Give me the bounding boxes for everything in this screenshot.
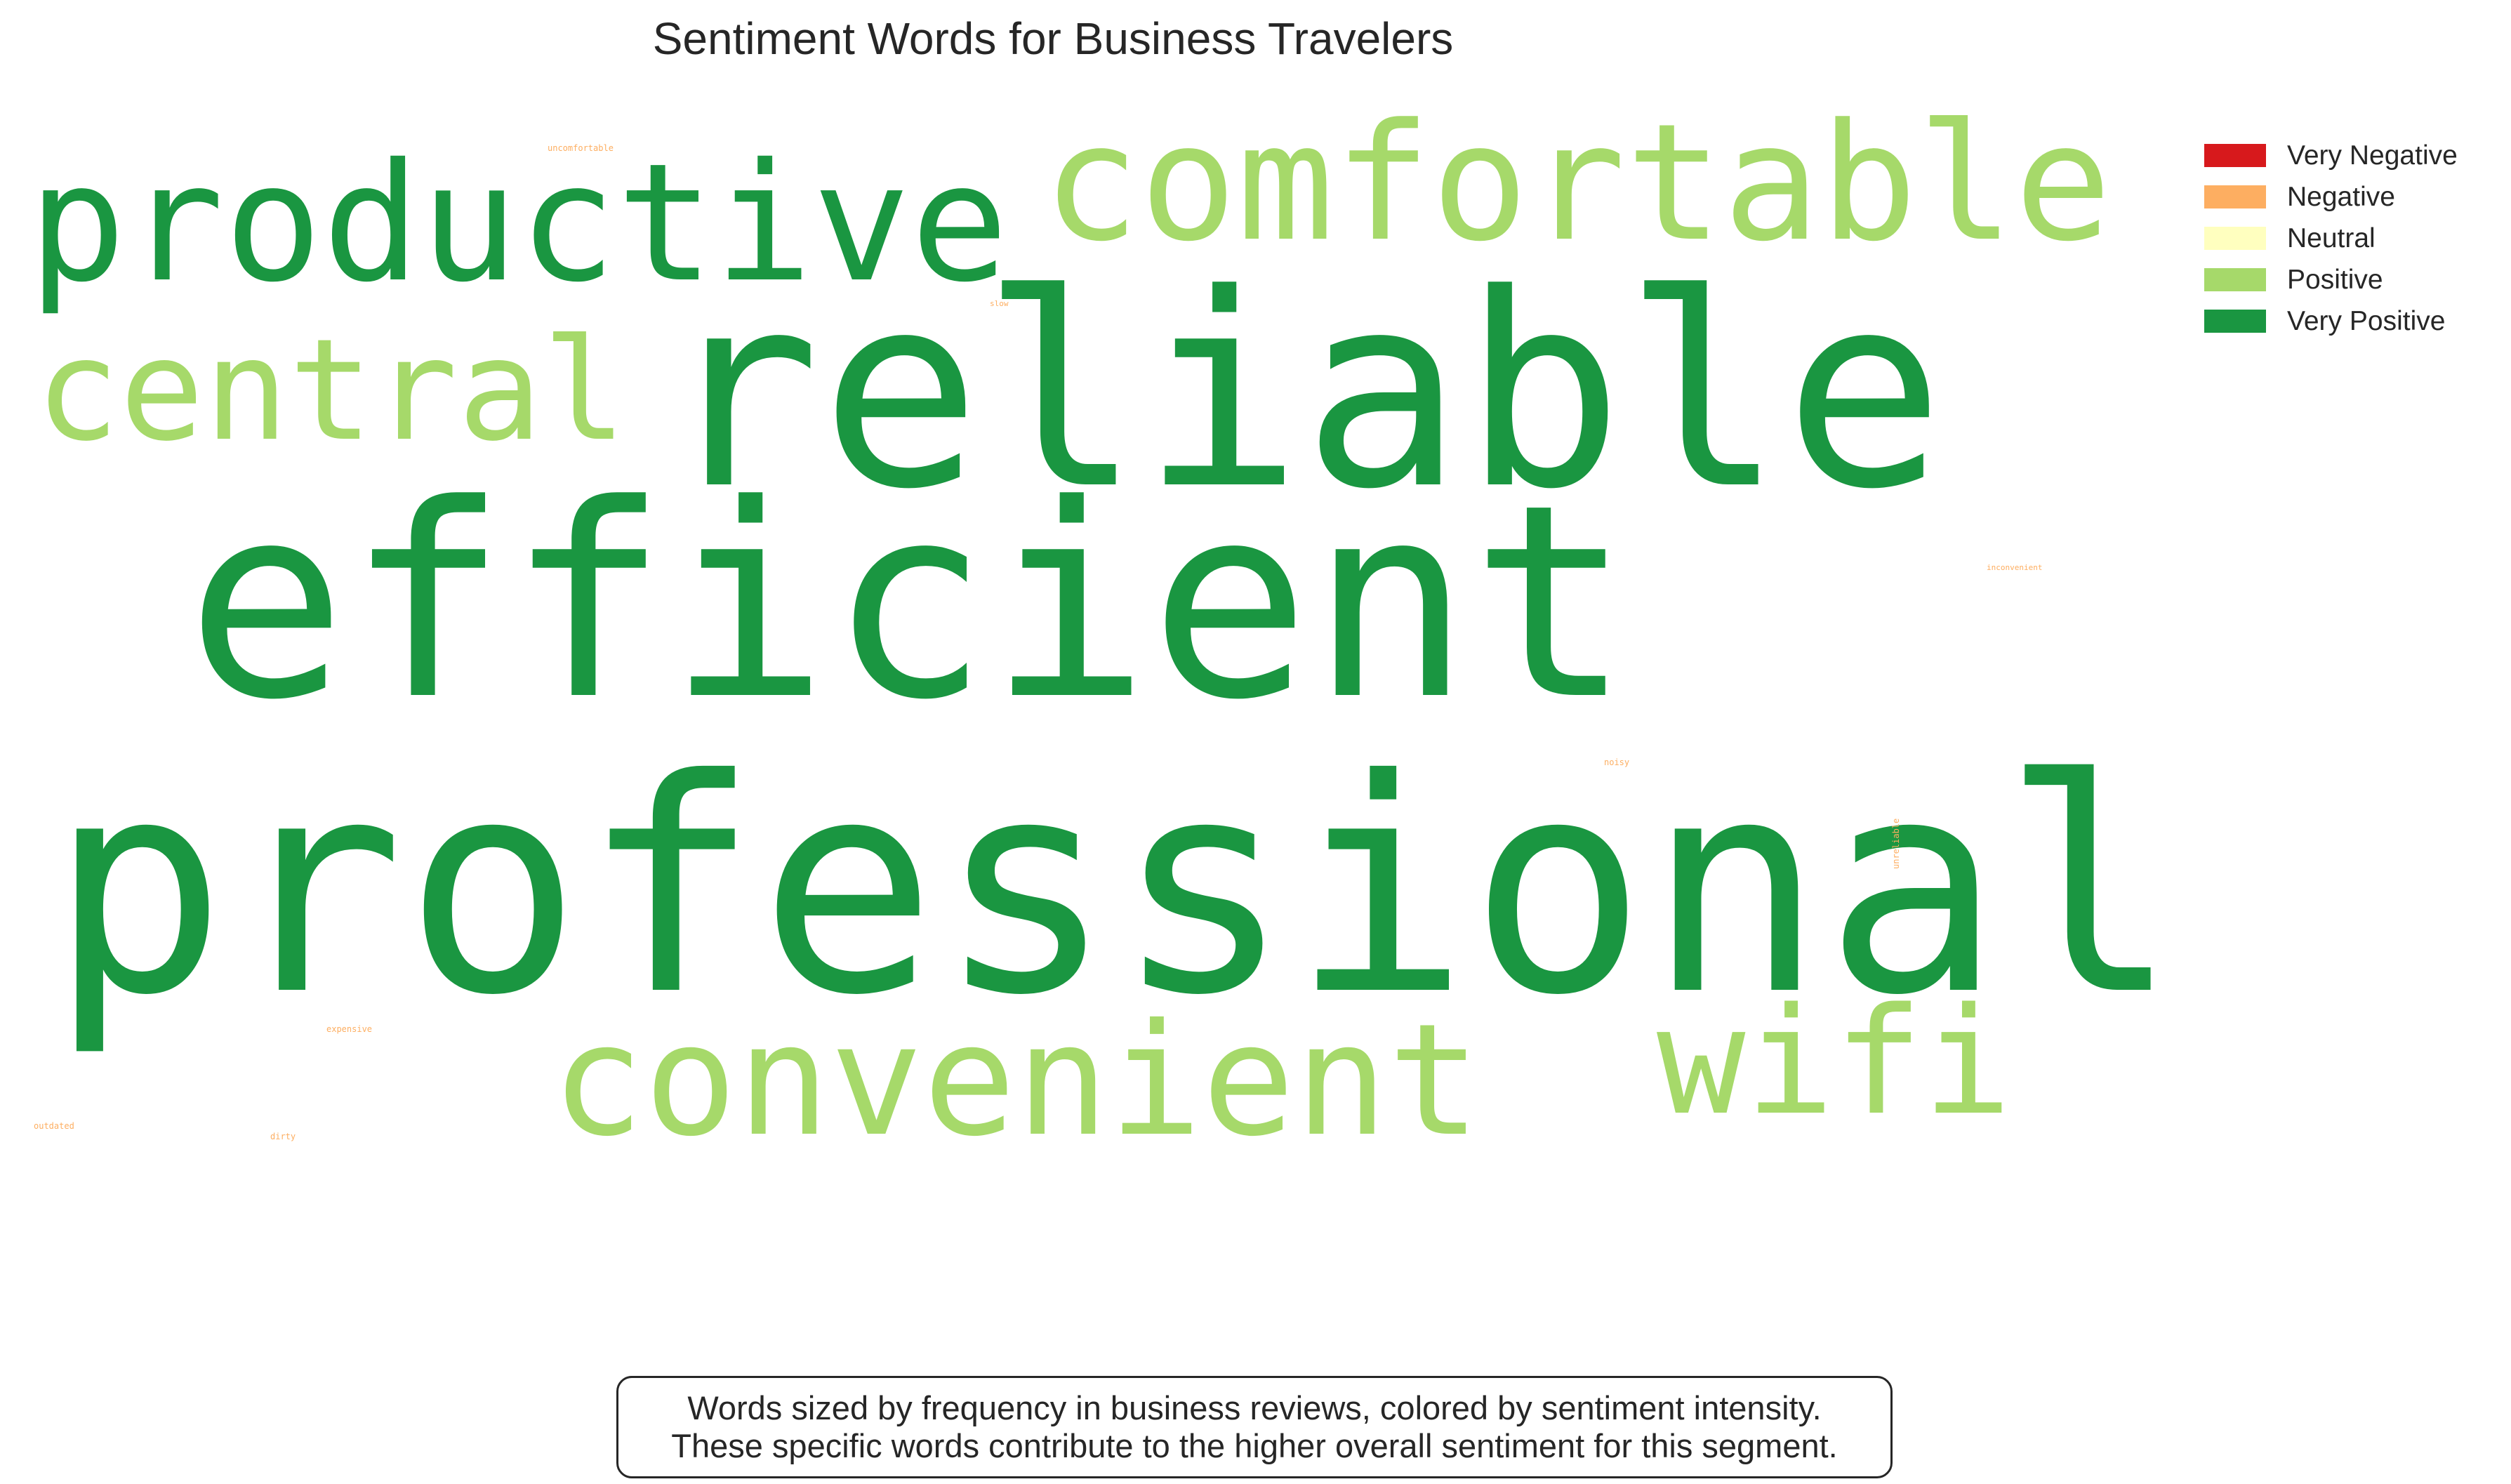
legend-label: Very Negative — [2287, 140, 2458, 171]
word-efficient: efficient — [186, 447, 1631, 758]
legend-swatch-neutral — [2204, 227, 2266, 250]
word-central: central — [35, 309, 627, 472]
legend-item-very-positive: Very Positive — [2204, 300, 2458, 342]
word-unreliable: unreliable — [1891, 819, 1901, 869]
word-reliable: reliable — [660, 237, 1944, 548]
legend-item-very-negative: Very Negative — [2204, 135, 2458, 176]
word-noisy: noisy — [1604, 757, 1629, 767]
word-comfortable: comfortable — [1042, 90, 2112, 277]
legend-label: Negative — [2287, 181, 2395, 212]
word-slow: slow — [990, 299, 1009, 308]
word-convenient: convenient — [551, 991, 1481, 1170]
legend-label: Positive — [2287, 264, 2383, 295]
legend-label: Very Positive — [2287, 305, 2446, 336]
legend-item-neutral: Neutral — [2204, 218, 2458, 259]
legend: Very Negative Negative Neutral Positive … — [2204, 135, 2458, 342]
word-uncomfortable: uncomfortable — [548, 143, 614, 153]
caption-line-2: These specific words contribute to the h… — [671, 1427, 1838, 1464]
caption-line-1: Words sized by frequency in business rev… — [687, 1389, 1822, 1426]
legend-item-positive: Positive — [2204, 259, 2458, 300]
legend-swatch-negative — [2204, 185, 2266, 208]
legend-swatch-very-positive — [2204, 310, 2266, 333]
word-inconvenient: inconvenient — [1987, 563, 2042, 572]
legend-swatch-positive — [2204, 268, 2266, 291]
chart-title: Sentiment Words for Business Travelers — [652, 13, 1454, 64]
word-wifi: wifi — [1657, 976, 2012, 1148]
word-productive: productive — [28, 128, 1009, 318]
legend-item-negative: Negative — [2204, 176, 2458, 218]
legend-swatch-very-negative — [2204, 144, 2266, 167]
word-expensive: expensive — [326, 1024, 372, 1034]
word-outdated: outdated — [34, 1121, 74, 1131]
word-professional: professional — [49, 717, 2179, 1060]
word-dirty: dirty — [270, 1132, 296, 1141]
legend-label: Neutral — [2287, 223, 2376, 253]
caption-box: Words sized by frequency in business rev… — [616, 1376, 1893, 1478]
